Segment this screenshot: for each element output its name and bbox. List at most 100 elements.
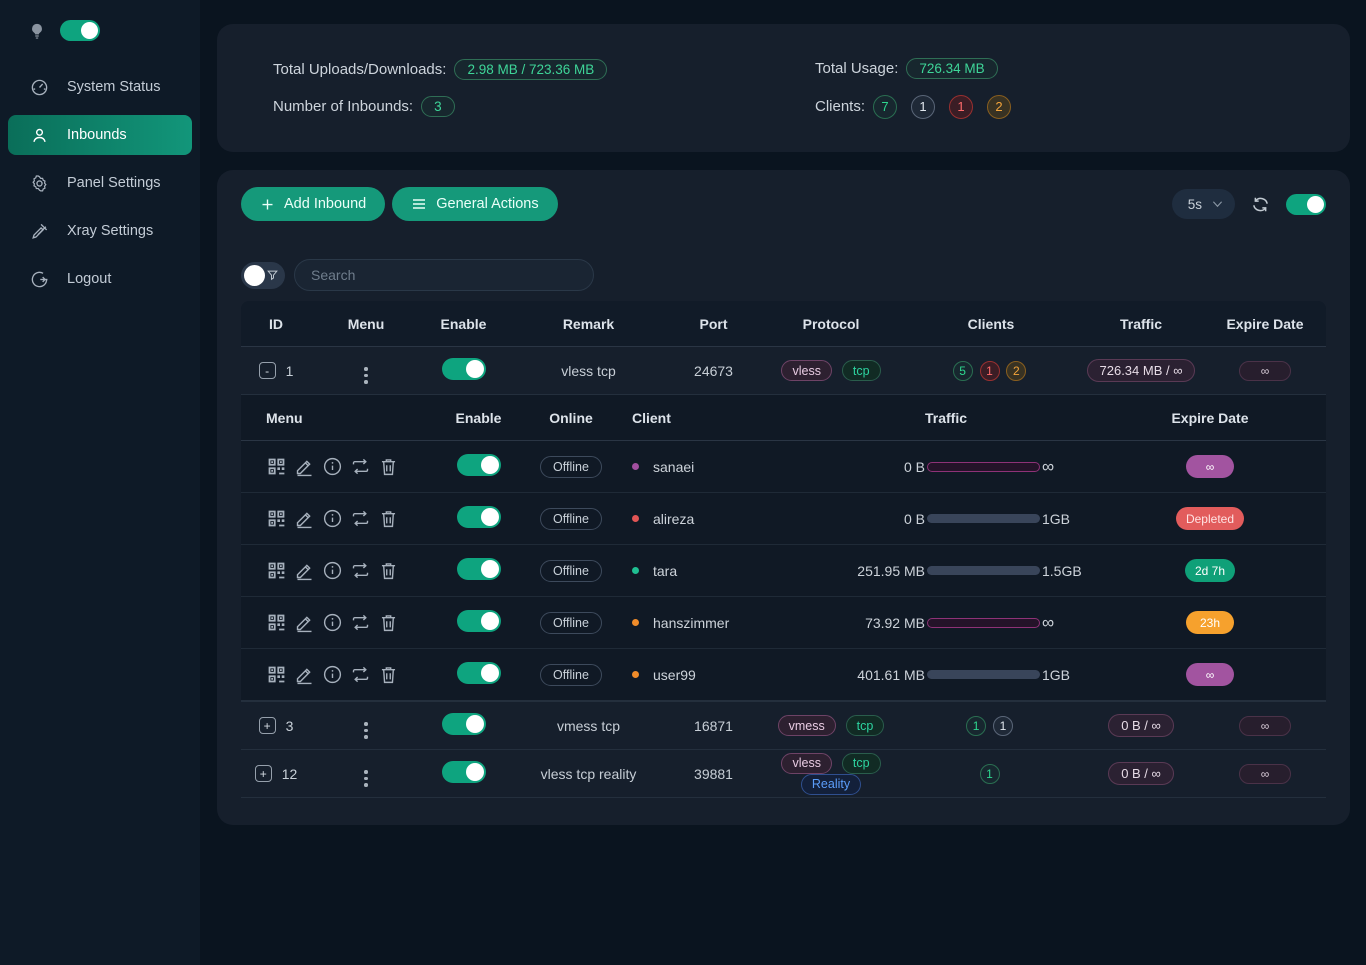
info-icon[interactable]: [322, 560, 343, 581]
client-name: hanszimmer: [653, 614, 730, 631]
qr-code-icon[interactable]: [266, 664, 287, 685]
delete-icon[interactable]: [378, 560, 399, 581]
client-enable-toggle[interactable]: [456, 506, 501, 528]
inbound-enable-toggle[interactable]: [441, 358, 486, 380]
inbound-traffic-badge: 726.34 MB / ∞: [1086, 359, 1196, 382]
client-color-dot: [632, 671, 639, 678]
general-actions-button[interactable]: General Actions: [392, 187, 558, 221]
sidebar-nav: System Status Inbounds Panel Settings Xr…: [0, 67, 200, 299]
client-name: alireza: [653, 510, 695, 527]
client-color-dot: [632, 567, 639, 574]
toggle-knob: [1307, 195, 1324, 213]
traffic-limit: ∞: [1042, 457, 1055, 476]
traffic-used: 0 B: [903, 510, 925, 527]
qr-code-icon[interactable]: [266, 560, 287, 581]
inbound-enable-toggle[interactable]: [441, 761, 486, 783]
stat-label: Total Uploads/Downloads:: [273, 61, 447, 78]
stats-right-column: Total Usage: 726.34 MB Clients: 7 1 1 2: [815, 57, 1017, 119]
edit-icon[interactable]: [294, 508, 315, 529]
client-row: Offline sanaei 0 B ∞ ∞: [241, 441, 1326, 493]
toggle-knob: [81, 22, 98, 39]
reset-traffic-icon[interactable]: [350, 456, 371, 477]
info-icon[interactable]: [322, 612, 343, 633]
inbounds-card: Add Inbound General Actions 5s: [217, 170, 1350, 825]
client-count-badge: 1: [992, 715, 1013, 736]
plus-icon: [260, 197, 275, 212]
qr-code-icon[interactable]: [266, 612, 287, 633]
sidebar-item-panel-settings[interactable]: Panel Settings: [8, 163, 192, 203]
client-enable-toggle[interactable]: [456, 454, 501, 476]
clients-count-total-badge: 1: [911, 94, 936, 119]
sidebar-item-label: System Status: [67, 79, 161, 95]
sidebar-item-inbounds[interactable]: Inbounds: [8, 115, 192, 155]
reset-traffic-icon[interactable]: [350, 612, 371, 633]
add-inbound-button[interactable]: Add Inbound: [241, 187, 386, 221]
col-header-client-enable: Enable: [455, 409, 502, 426]
online-status-badge: Offline: [540, 663, 602, 686]
toggle-knob: [480, 456, 499, 474]
inbound-enable-toggle[interactable]: [441, 713, 486, 735]
funnel-icon: [266, 269, 279, 282]
reset-traffic-icon[interactable]: [350, 560, 371, 581]
delete-icon[interactable]: [378, 508, 399, 529]
col-header-client-expire: Expire Date: [1171, 409, 1249, 426]
total-usage-row: Total Usage: 726.34 MB: [815, 57, 1017, 79]
row-menu-icon[interactable]: [364, 770, 368, 787]
traffic-limit: 1.5GB: [1042, 562, 1082, 579]
refresh-icon[interactable]: [1251, 195, 1270, 214]
info-icon[interactable]: [322, 456, 343, 477]
sidebar-item-xray-settings[interactable]: Xray Settings: [8, 211, 192, 251]
client-enable-toggle[interactable]: [456, 558, 501, 580]
traffic-used: 0 B: [903, 458, 925, 475]
inbound-port: 39881: [694, 765, 733, 782]
user-icon: [30, 126, 49, 145]
stat-label: Clients:: [815, 98, 866, 115]
total-uploads-downloads-row: Total Uploads/Downloads: 2.98 MB / 723.3…: [273, 59, 815, 80]
clients-row: Clients: 7 1 1 2: [815, 94, 1017, 119]
col-header-clients: Clients: [967, 315, 1015, 332]
col-header-client-traffic: Traffic: [924, 409, 967, 426]
expand-row-button[interactable]: +: [258, 717, 276, 734]
traffic-progress-bar: [927, 617, 1040, 628]
filter-toggle[interactable]: [241, 261, 285, 289]
clients-count-depleted-badge: 1: [949, 94, 974, 119]
edit-icon[interactable]: [294, 456, 315, 477]
theme-toggle[interactable]: [60, 20, 100, 41]
row-menu-icon[interactable]: [364, 367, 368, 384]
edit-icon[interactable]: [294, 560, 315, 581]
traffic-limit: 1GB: [1042, 666, 1071, 683]
edit-icon[interactable]: [294, 664, 315, 685]
refresh-interval-select[interactable]: 5s: [1171, 189, 1235, 219]
toggle-knob: [480, 612, 499, 630]
qr-code-icon[interactable]: [266, 456, 287, 477]
expand-row-button[interactable]: +: [254, 765, 272, 782]
sidebar: System Status Inbounds Panel Settings Xr…: [0, 0, 200, 965]
dashboard-icon: [30, 78, 49, 97]
auto-refresh-toggle[interactable]: [1286, 193, 1326, 215]
stats-card: Total Uploads/Downloads: 2.98 MB / 723.3…: [217, 24, 1350, 152]
delete-icon[interactable]: [378, 612, 399, 633]
reset-traffic-icon[interactable]: [350, 664, 371, 685]
client-name: tara: [653, 562, 678, 579]
logout-icon: [30, 270, 49, 289]
inbound-port: 16871: [694, 717, 733, 734]
sidebar-item-logout[interactable]: Logout: [8, 259, 192, 299]
client-enable-toggle[interactable]: [456, 610, 501, 632]
edit-icon[interactable]: [294, 612, 315, 633]
reset-traffic-icon[interactable]: [350, 508, 371, 529]
delete-icon[interactable]: [378, 456, 399, 477]
client-color-dot: [632, 619, 639, 626]
client-enable-toggle[interactable]: [456, 662, 501, 684]
search-input[interactable]: [294, 259, 594, 291]
collapse-row-button[interactable]: -: [258, 362, 276, 379]
sidebar-item-system-status[interactable]: System Status: [8, 67, 192, 107]
traffic-used: 401.61 MB: [857, 666, 925, 683]
delete-icon[interactable]: [378, 664, 399, 685]
row-menu-icon[interactable]: [364, 722, 368, 739]
stats-left-column: Total Uploads/Downloads: 2.98 MB / 723.3…: [273, 59, 815, 117]
client-count-badge: 1: [966, 715, 987, 736]
info-icon[interactable]: [322, 664, 343, 685]
qr-code-icon[interactable]: [266, 508, 287, 529]
sidebar-theme-row: [0, 0, 200, 59]
info-icon[interactable]: [322, 508, 343, 529]
